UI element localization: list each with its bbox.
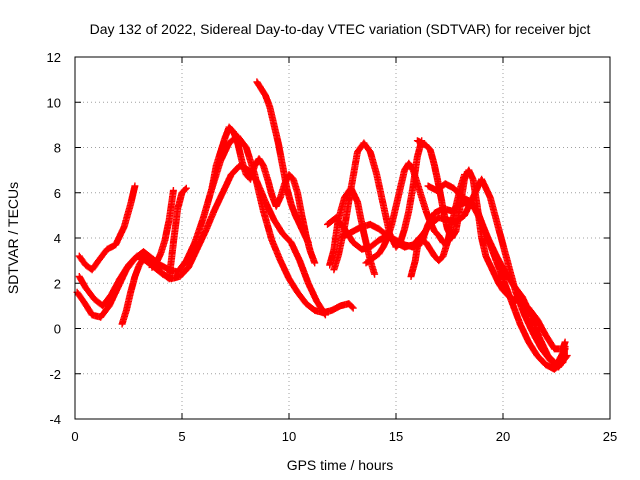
series-track-3 xyxy=(75,182,139,274)
series-track-4 xyxy=(118,184,190,328)
plus-markers xyxy=(407,171,468,280)
series-track-7 xyxy=(253,78,312,246)
plus-markers xyxy=(253,78,312,246)
y-tick-label: 2 xyxy=(54,276,61,291)
x-tick-label: 0 xyxy=(71,429,78,444)
y-tick-label: -2 xyxy=(49,367,61,382)
chart-title: Day 132 of 2022, Sidereal Day-to-day VTE… xyxy=(90,21,591,37)
y-tick-label: -4 xyxy=(49,412,61,427)
x-tick-label: 25 xyxy=(603,429,617,444)
series-track-15 xyxy=(407,171,468,280)
plus-markers xyxy=(118,184,190,328)
plot-frame xyxy=(74,56,611,420)
y-tick-label: 10 xyxy=(47,95,61,110)
data-series xyxy=(73,78,571,373)
y-tick-label: 6 xyxy=(54,186,61,201)
series-track-5 xyxy=(148,187,177,271)
series-track-13 xyxy=(424,180,569,369)
series-track-14 xyxy=(326,184,379,278)
plus-markers xyxy=(148,187,177,271)
y-tick-label: 12 xyxy=(47,50,61,65)
plus-markers xyxy=(326,184,379,278)
plus-markers xyxy=(75,162,329,319)
x-tick-label: 5 xyxy=(178,429,185,444)
axis-ticks: 0 5 10 15 20 25 -4 -2 0 2 4 6 8 10 12 xyxy=(47,50,618,444)
series-track-2 xyxy=(75,162,329,319)
y-tick-label: 4 xyxy=(54,231,61,246)
x-tick-label: 10 xyxy=(282,429,296,444)
x-tick-label: 15 xyxy=(389,429,403,444)
y-tick-label: 8 xyxy=(54,141,61,156)
y-axis-label: SDTVAR / TECUs xyxy=(5,182,21,294)
plus-markers xyxy=(424,180,569,369)
x-tick-label: 20 xyxy=(496,429,510,444)
y-tick-label: 0 xyxy=(54,322,61,337)
x-axis-label: GPS time / hours xyxy=(287,457,394,473)
plus-markers xyxy=(75,182,139,274)
